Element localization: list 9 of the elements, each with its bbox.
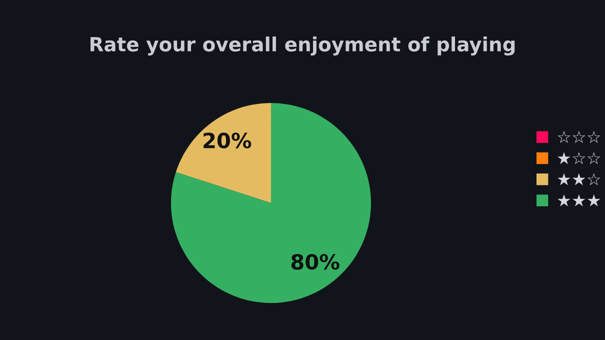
data-label: 80% xyxy=(291,254,340,270)
data-label: 20% xyxy=(204,132,252,148)
pie-slice xyxy=(176,103,271,203)
pie-slice xyxy=(171,103,371,303)
chart-title: Rate your overall enjoyment of playing xyxy=(90,36,515,56)
legend-label: ☆☆☆ xyxy=(558,130,600,143)
legend-label: ★☆☆ xyxy=(558,152,600,164)
legend-label: ★★☆ xyxy=(558,173,600,186)
legend-label: ★★★ xyxy=(558,194,600,206)
